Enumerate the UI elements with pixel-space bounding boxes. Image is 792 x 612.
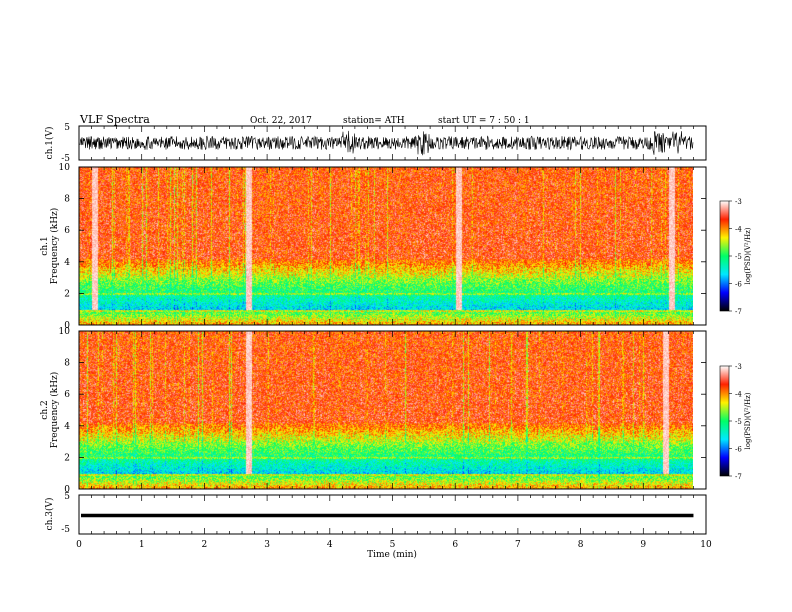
time-tick-label: 4	[327, 540, 333, 550]
ch1-waveform-trace	[79, 130, 694, 156]
ch3-waveform-panel: 5 -5 ch.3(V)	[44, 492, 707, 535]
ch2-spectrogram-ylabel: Frequency (kHz)	[49, 372, 60, 449]
ytick-label: 8	[64, 195, 70, 205]
ytick-label: 0	[64, 321, 70, 331]
ch1-waveform-panel: 5 -5 ch.1(V)	[44, 123, 707, 164]
ytick-label: 6	[64, 390, 70, 400]
time-tick-label: 8	[578, 540, 584, 550]
spectrogram-raster	[79, 331, 693, 489]
ch2-spectrogram-image	[79, 331, 693, 489]
colorbar-tick-label: -7	[735, 308, 742, 316]
time-axis: 0 1 2 3 4 5 6 7 8 9 10	[76, 540, 712, 550]
ytick-label: 4	[64, 422, 70, 432]
time-tick-label: 3	[264, 540, 270, 550]
time-tick-label: 2	[202, 540, 208, 550]
colorbar-tick-label: -3	[735, 198, 742, 206]
ch1-waveform-ylabel: ch.1(V)	[44, 127, 55, 160]
time-tick-label: 7	[515, 540, 521, 550]
ch2-spectrogram-ylabel-channel: ch.2	[40, 400, 50, 419]
time-tick-label: 6	[452, 540, 458, 550]
time-tick-label: 10	[700, 540, 712, 550]
station-label: station= ATH	[343, 116, 405, 126]
ch1-ytick-top: 5	[64, 123, 70, 133]
ch1-spectrogram-ylabel-channel: ch.1	[40, 236, 50, 255]
time-tick-label: 1	[139, 540, 145, 550]
ch2-colorbar-label: log(PSD)(V²/Hz)	[744, 392, 752, 449]
ytick-label: 2	[64, 289, 70, 299]
ch3-ytick-bottom: -5	[61, 525, 70, 535]
spectrogram-raster	[79, 167, 693, 325]
start-time-label: start UT = 7 : 50 : 1	[438, 116, 530, 126]
ytick-label: 6	[64, 226, 70, 236]
time-axis-ticks	[78, 125, 707, 534]
colorbar-tick-label: -6	[735, 446, 742, 454]
ytick-label: 10	[59, 163, 71, 173]
ch1-ytick-bottom: -5	[61, 154, 70, 164]
ytick-label: 2	[64, 453, 70, 463]
date-label: Oct. 22, 2017	[250, 116, 312, 126]
ytick-label: 0	[64, 485, 70, 495]
colorbar-tick-label: -5	[735, 418, 742, 426]
ytick-label: 10	[59, 327, 71, 337]
ytick-label: 8	[64, 359, 70, 369]
ch1-colorbar	[719, 200, 730, 312]
colorbar-tick-label: -6	[735, 281, 742, 289]
ch3-waveform-ylabel: ch.3(V)	[44, 498, 55, 531]
ch1-spectrogram-ylabel: Frequency (kHz)	[49, 208, 60, 285]
colorbar-tick-label: -4	[735, 391, 742, 399]
ytick-label: 4	[64, 258, 70, 268]
time-tick-label: 9	[640, 540, 646, 550]
colorbar-tick-label: -3	[735, 363, 742, 371]
time-tick-label: 5	[390, 540, 396, 550]
ch3-ytick-top: 5	[64, 492, 70, 502]
time-tick-label: 0	[76, 540, 82, 550]
ch2-colorbar	[719, 365, 730, 477]
colorbar-tick-label: -4	[735, 226, 742, 234]
ch1-colorbar-label: log(PSD)(V²/Hz)	[744, 227, 752, 284]
colorbar-tick-label: -5	[735, 253, 742, 261]
ch1-spectrogram-image	[79, 167, 693, 325]
colorbar-tick-label: -7	[735, 473, 742, 481]
figure-title: VLF Spectra	[79, 113, 150, 126]
time-axis-label: Time (min)	[367, 549, 417, 560]
